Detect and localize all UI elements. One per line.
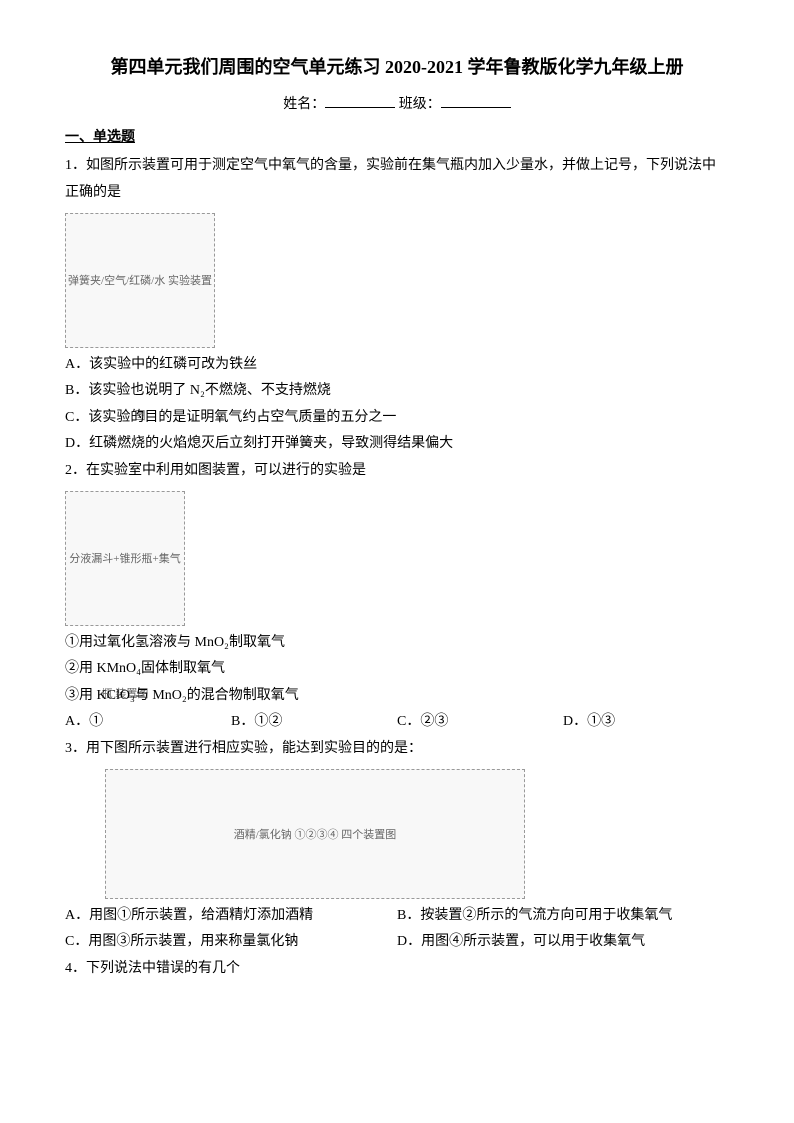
page-title: 第四单元我们周围的空气单元练习 2020-2021 学年鲁教版化学九年级上册 xyxy=(65,50,729,84)
q3-option-c: C．用图③所示装置，用来称量氯化钠 xyxy=(65,929,397,956)
q1-option-c: C．该实验的目的是证明氧气约占空气质量的五分之一 xyxy=(65,405,729,432)
student-info-line: 姓名： 班级： xyxy=(65,92,729,119)
q1-option-d: D．红磷燃烧的火焰熄灭后立刻打开弹簧夹，导致测得结果偏大 xyxy=(65,431,729,458)
q3-options-row-1: A．用图①所示装置，给酒精灯添加酒精 B．按装置②所示的气流方向可用于收集氧气 xyxy=(65,903,729,930)
q2-option-d: D．①③ xyxy=(563,709,729,736)
q3-option-b: B．按装置②所示的气流方向可用于收集氧气 xyxy=(397,903,729,930)
q1-figure: 弹簧夹/空气/红磷/水 实验装置图 xyxy=(65,213,215,348)
q1-option-b: B．该实验也说明了 N₂不燃烧、不支持燃烧 xyxy=(65,378,729,405)
q3-option-a: A．用图①所示装置，给酒精灯添加酒精 xyxy=(65,903,397,930)
name-blank[interactable] xyxy=(325,92,395,108)
class-blank[interactable] xyxy=(441,92,511,108)
section-1-header: 一、单选题 xyxy=(65,125,729,152)
q2-line-1: ①用过氧化氢溶液与 MnO₂制取氧气 xyxy=(65,630,729,657)
q2-stem: 2．在实验室中利用如图装置，可以进行的实验是 xyxy=(65,458,729,485)
q3-figure: 酒精/氯化钠 ①②③④ 四个装置图 xyxy=(105,769,525,899)
q2-option-c: C．②③ xyxy=(397,709,563,736)
q1-option-a: A．该实验中的红磷可改为铁丝 xyxy=(65,352,729,379)
class-label: 班级： xyxy=(399,97,441,112)
q4-stem: 4．下列说法中错误的有几个 xyxy=(65,956,729,983)
q2-option-a: A．① xyxy=(65,709,231,736)
q2-figure: 分液漏斗+锥形瓶+集气瓶 装置图 xyxy=(65,491,185,626)
q2-option-b: B．①② xyxy=(231,709,397,736)
q3-option-d: D．用图④所示装置，可以用于收集氧气 xyxy=(397,929,729,956)
q3-options-row-2: C．用图③所示装置，用来称量氯化钠 D．用图④所示装置，可以用于收集氧气 xyxy=(65,929,729,956)
q2-options-row: A．① B．①② C．②③ D．①③ xyxy=(65,709,729,736)
q2-line-3: ③用 KClO₃与 MnO₂的混合物制取氧气 xyxy=(65,683,729,710)
name-label: 姓名： xyxy=(283,97,325,112)
q3-stem: 3．用下图所示装置进行相应实验，能达到实验目的的是： xyxy=(65,736,729,763)
q1-stem: 1．如图所示装置可用于测定空气中氧气的含量，实验前在集气瓶内加入少量水，并做上记… xyxy=(65,153,729,206)
q2-line-2: ②用 KMnO₄固体制取氧气 xyxy=(65,656,729,683)
